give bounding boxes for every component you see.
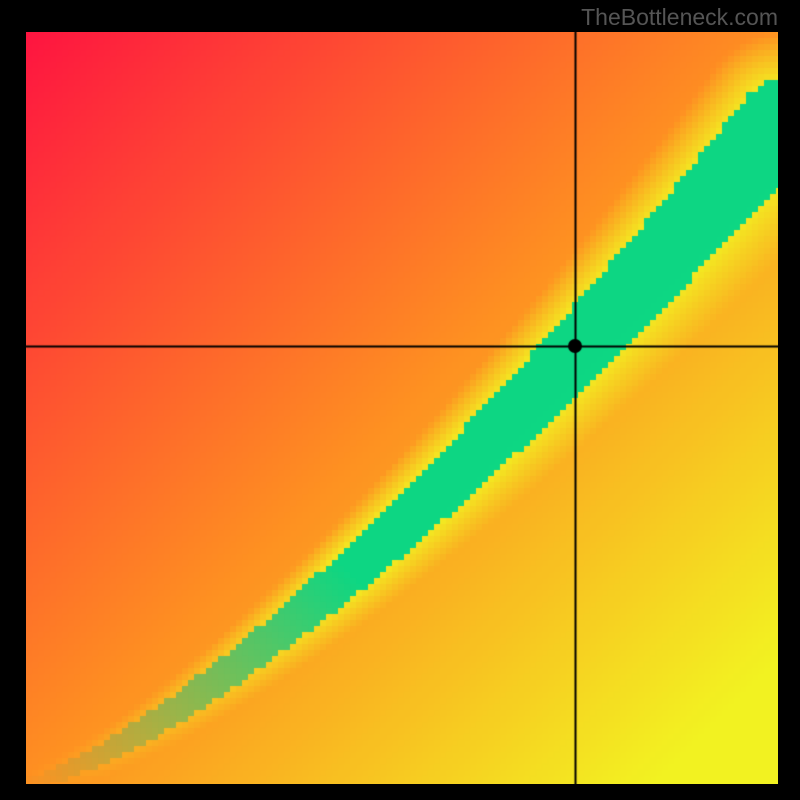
bottleneck-heatmap [26,32,778,784]
watermark-text: TheBottleneck.com [581,4,778,31]
chart-container: TheBottleneck.com [0,0,800,800]
